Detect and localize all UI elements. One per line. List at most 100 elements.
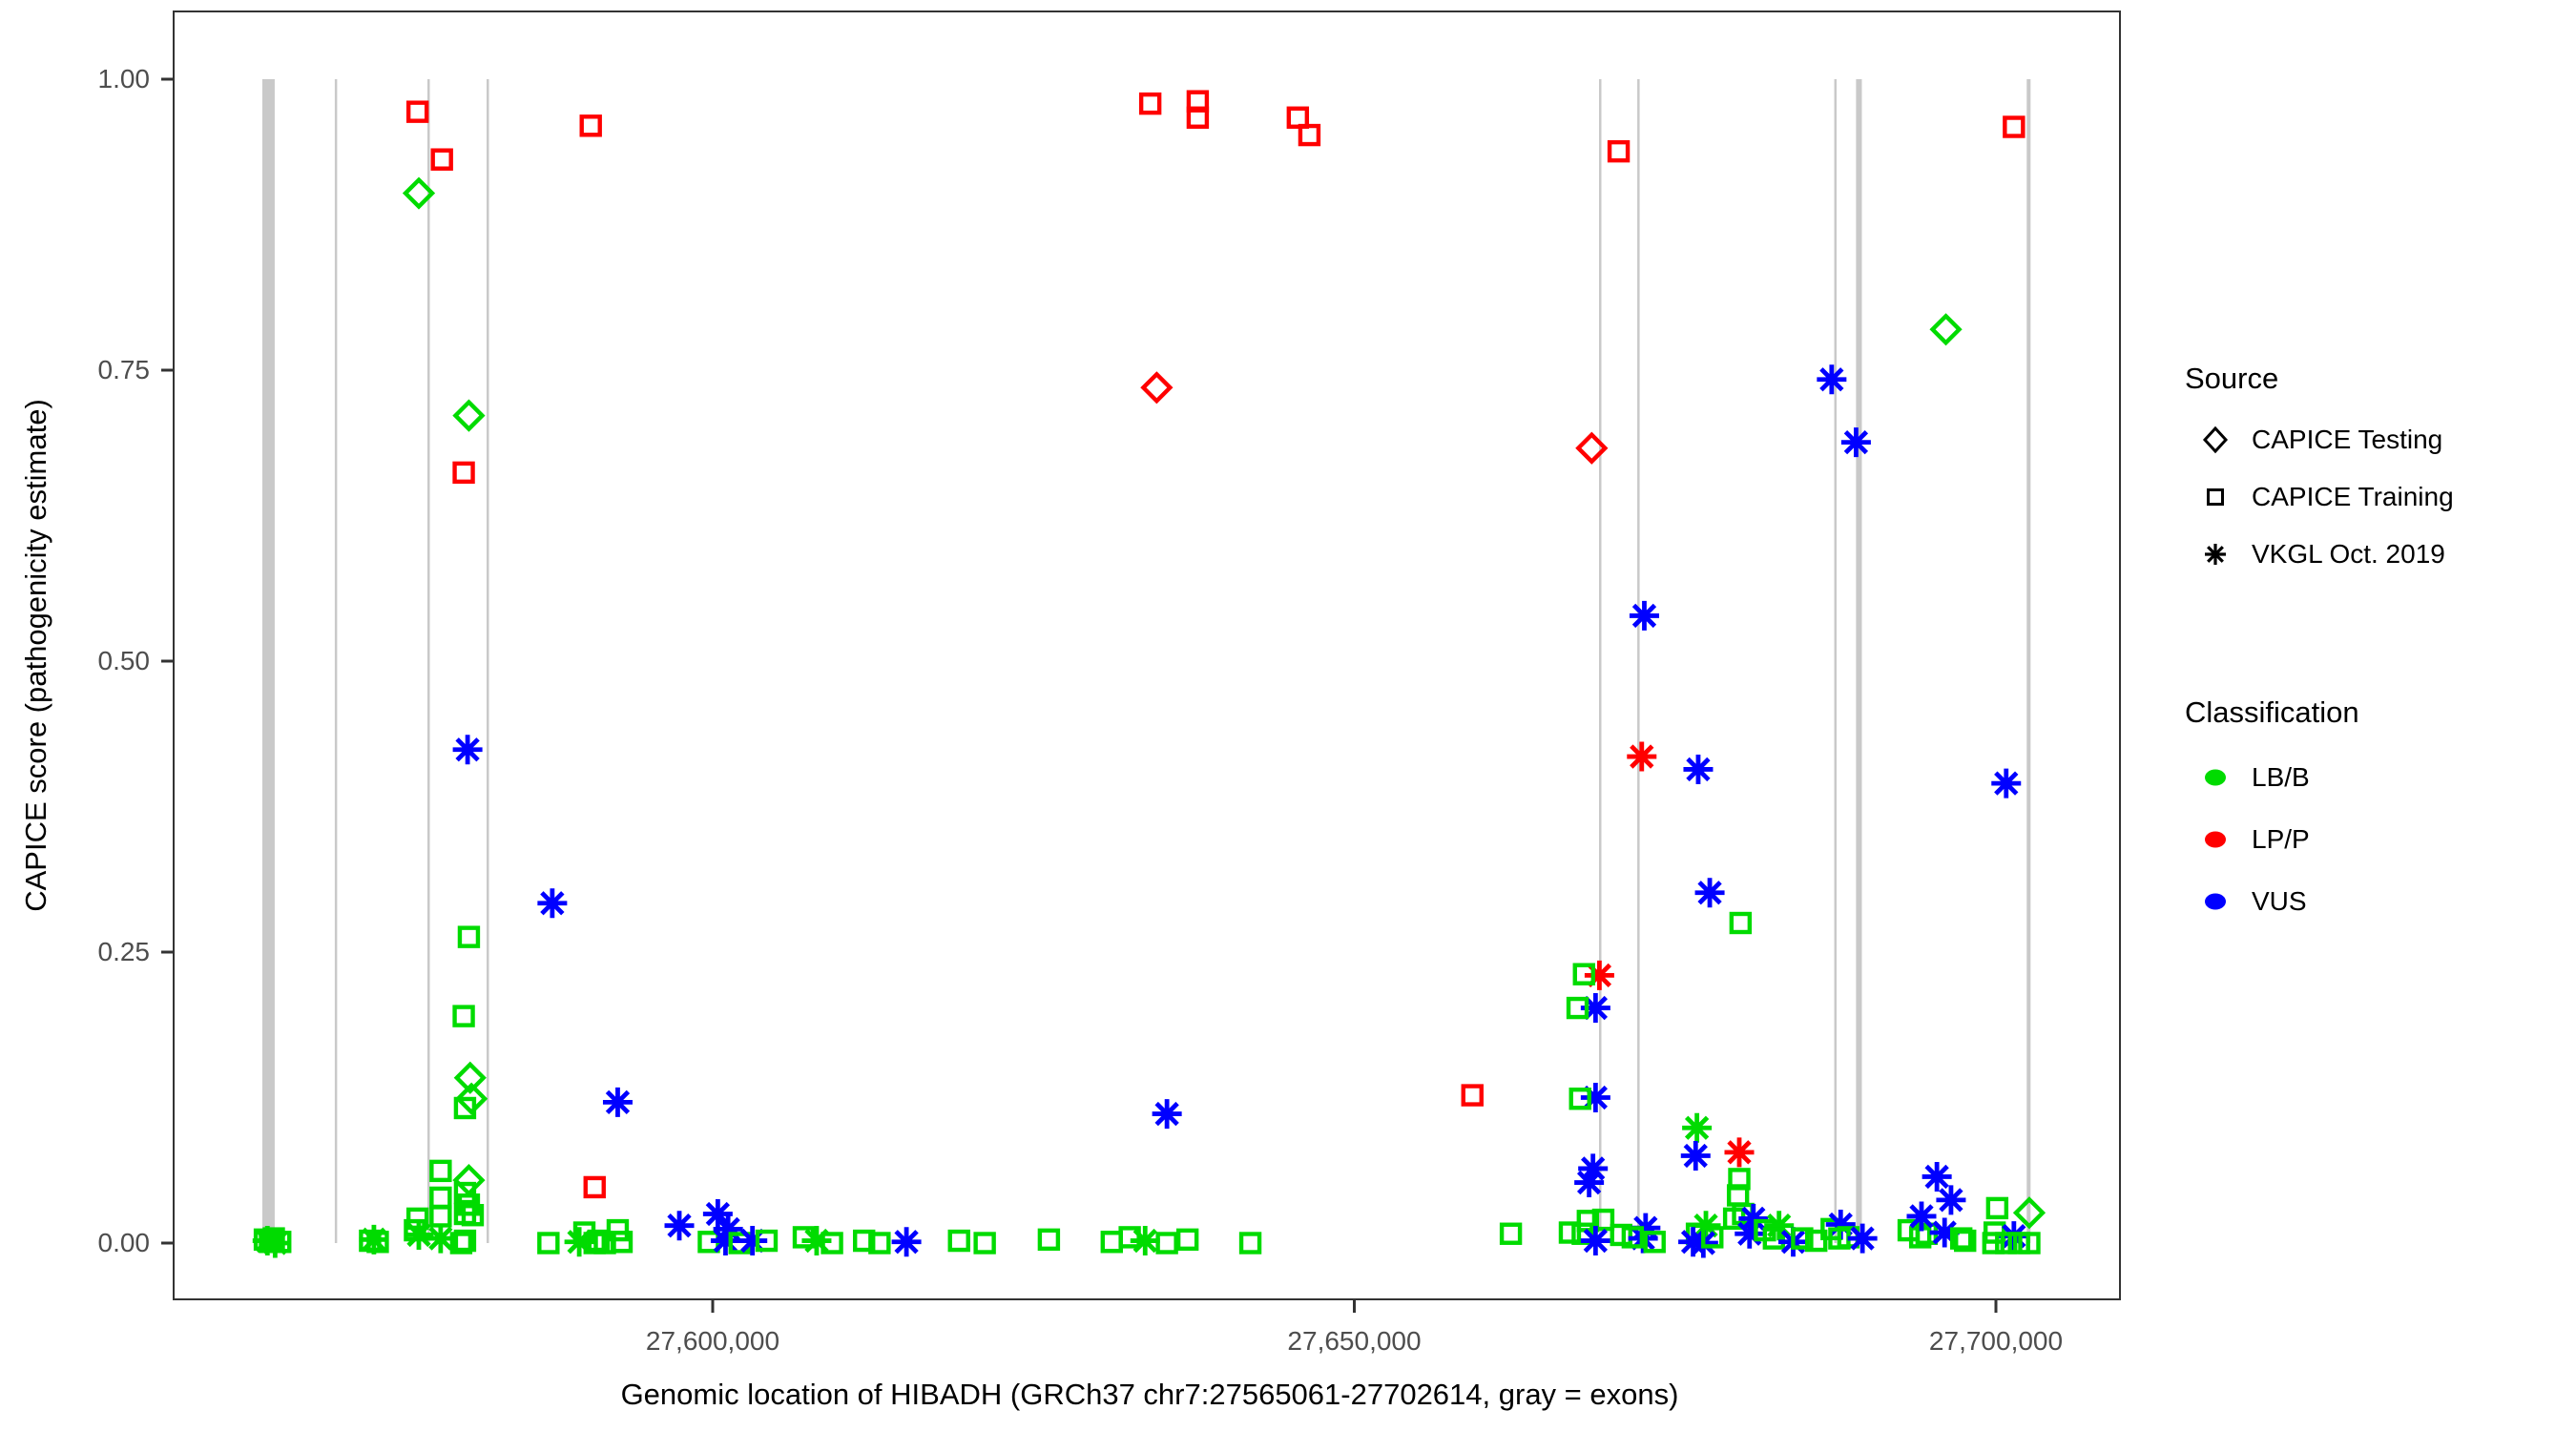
data-point-square [1607, 139, 1631, 163]
data-point-square [453, 1229, 477, 1253]
exon-line [1856, 79, 1862, 1243]
data-point-diamond [402, 176, 436, 210]
y-tick-label: 0.00 [97, 1228, 151, 1257]
data-point-asterisk [537, 888, 568, 919]
data-point-asterisk [710, 1226, 740, 1256]
data-point-square [429, 1186, 452, 1210]
exon-line [1637, 79, 1640, 1243]
green-dot-icon [2205, 769, 2226, 786]
data-point-asterisk [1764, 1211, 1795, 1241]
data-point-square [2018, 1232, 2041, 1255]
data-point-square [1186, 106, 1210, 129]
blue-dot-icon [2205, 893, 2226, 910]
data-point-diamond [452, 399, 486, 432]
exon-line [1834, 79, 1838, 1243]
data-point-square [1558, 1221, 1582, 1244]
data-point-asterisk [1627, 741, 1657, 772]
data-point-asterisk [664, 1211, 695, 1241]
data-point-diamond [453, 1061, 487, 1094]
y-tick-label: 0.25 [97, 937, 151, 966]
data-point-square [1138, 92, 1162, 115]
data-point-square [429, 1159, 452, 1183]
data-point-square [755, 1229, 779, 1253]
data-point-square [1568, 1088, 1591, 1110]
data-point-square [457, 925, 481, 948]
data-point-asterisk [1574, 1168, 1605, 1198]
data-point-asterisk [1631, 1213, 1661, 1243]
legend-item-label: VUS [2252, 886, 2307, 916]
data-point-asterisk [1683, 754, 1714, 784]
data-point-square [1701, 1226, 1724, 1249]
x-tick-label: 27,700,000 [1928, 1326, 2064, 1356]
data-point-asterisk [1578, 1153, 1609, 1184]
data-point-diamond [452, 1164, 486, 1197]
data-point-square [1643, 1231, 1666, 1254]
data-point-diamond [1575, 431, 1609, 465]
legend-classification-title: Classification [2185, 695, 2359, 729]
data-point-asterisk [1735, 1218, 1765, 1249]
data-point-diamond [2012, 1196, 2046, 1230]
data-point-asterisk [1724, 1137, 1755, 1168]
legend-item-capice-testing: CAPICE Testing [2185, 419, 2442, 461]
x-tick-label: 27,600,000 [645, 1326, 780, 1356]
data-point-asterisk [1817, 364, 1847, 395]
data-point-square [1286, 106, 1310, 129]
data-point-square [430, 148, 453, 171]
data-point-asterisk [260, 1228, 290, 1258]
data-point-square [1949, 1227, 1973, 1250]
data-point-square [1762, 1227, 1786, 1250]
data-point-asterisk [1929, 1217, 1960, 1248]
exon-line [334, 79, 338, 1243]
data-point-square [973, 1232, 996, 1255]
data-point-diamond [1929, 313, 1963, 346]
data-point-square [1100, 1231, 1123, 1254]
data-point-asterisk [602, 1087, 633, 1117]
data-point-diamond [1140, 371, 1174, 404]
data-point-square [461, 1204, 485, 1227]
data-point-square [1572, 963, 1595, 985]
data-point-asterisk [1629, 600, 1659, 631]
data-point-asterisk [713, 1213, 743, 1244]
data-point-square [1954, 1229, 1977, 1253]
data-point-square [853, 1229, 876, 1253]
data-point-asterisk [404, 1219, 434, 1250]
data-point-square [452, 1005, 475, 1027]
data-point-asterisk [801, 1226, 832, 1256]
diamond-icon [2202, 425, 2229, 454]
data-point-asterisk [1825, 1209, 1856, 1239]
y-tick-label: 0.75 [97, 355, 151, 384]
data-point-square [452, 461, 475, 485]
data-point-asterisk [1584, 960, 1614, 990]
data-point-square [947, 1229, 970, 1253]
data-point-asterisk [1922, 1161, 1952, 1192]
data-point-asterisk [702, 1199, 733, 1229]
data-point-square [1461, 1084, 1484, 1107]
data-point-asterisk [426, 1223, 456, 1254]
data-point-asterisk [1738, 1203, 1769, 1234]
data-point-asterisk [1840, 427, 1871, 458]
exon-line [487, 79, 489, 1243]
legend-item-vkgl: VKGL Oct. 2019 [2185, 533, 2445, 575]
data-point-asterisk [1580, 993, 1610, 1024]
data-point-square [1175, 1228, 1199, 1252]
data-point-asterisk [1847, 1223, 1878, 1254]
legend-source-title: Source [2185, 362, 2279, 395]
data-point-asterisk [1936, 1185, 1966, 1215]
data-point-square [537, 1232, 560, 1255]
data-point-square [1995, 1232, 2018, 1255]
legend-item-label: VKGL Oct. 2019 [2252, 539, 2445, 569]
exon-line [2026, 79, 2031, 1243]
data-point-square [606, 1218, 630, 1242]
red-dot-icon [2205, 831, 2226, 848]
data-point-asterisk [452, 735, 483, 765]
data-point-square [429, 1205, 452, 1228]
x-tick-label: 27,650,000 [1287, 1326, 1422, 1356]
legend-item-label: LP/P [2252, 824, 2310, 854]
data-point-square [1791, 1227, 1814, 1250]
data-point-square [1499, 1222, 1523, 1245]
data-point-square [610, 1231, 634, 1254]
data-point-square [1238, 1232, 1262, 1255]
data-point-asterisk [1580, 1226, 1610, 1256]
